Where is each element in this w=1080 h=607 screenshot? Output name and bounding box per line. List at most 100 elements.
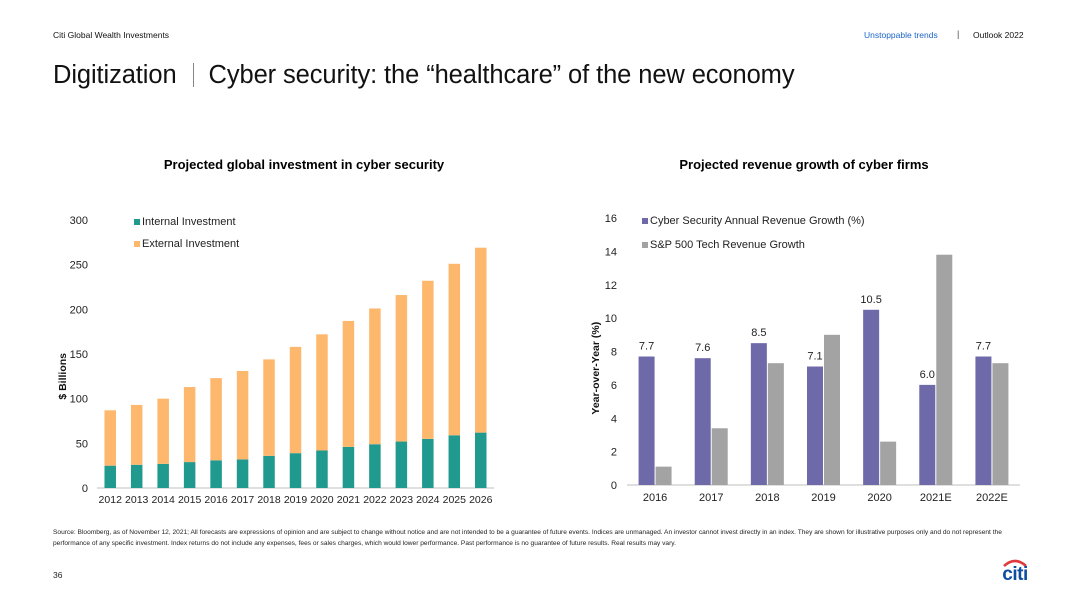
- chart1-bar-internal: [448, 435, 461, 488]
- chart2-y-tick-label: 10: [605, 313, 617, 325]
- chart1-bar-internal: [316, 450, 328, 488]
- title-main: Cyber security: the “healthcare” of the …: [208, 61, 795, 89]
- chart1-legend-label: Internal Investment: [142, 216, 236, 228]
- chart1-x-tick-label: 2022: [363, 494, 387, 506]
- chart2-bar-sp500: [655, 466, 672, 485]
- report-name: Outlook 2022: [973, 30, 1024, 40]
- chart1-x-tick-label: 2026: [469, 494, 493, 506]
- chart2-bar-sp500: [767, 363, 784, 485]
- chart2-legend-swatch: [642, 242, 648, 248]
- chart2-x-tick-label: 2017: [699, 492, 723, 504]
- citi-logo: citi: [1002, 559, 1028, 585]
- chart1-legend-swatch: [134, 219, 140, 225]
- chart1-x-tick-label: 2017: [231, 494, 255, 506]
- chart1-bar-external: [210, 378, 222, 461]
- chart1-x-tick-label: 2013: [125, 494, 149, 506]
- chart1-bar-external: [183, 387, 196, 463]
- chart1-bar-internal: [475, 432, 487, 488]
- chart2-bar-cyber: [694, 358, 711, 485]
- chart1-bar-internal: [104, 465, 116, 488]
- chart2-bar-cyber: [863, 309, 880, 485]
- chart1-bar-internal: [395, 441, 408, 488]
- chart1-title: Projected global investment in cyber sec…: [163, 157, 445, 172]
- chart1-bar-external: [130, 404, 143, 465]
- chart1-bar-internal: [263, 455, 275, 488]
- chart2-bar-sp500: [936, 254, 953, 485]
- chart1-x-tick-label: 2020: [310, 494, 334, 506]
- source-footnote: Source: Bloomberg, as of November 12, 20…: [53, 529, 1002, 547]
- chart2-data-label: 8.5: [751, 327, 766, 339]
- chart1-bar-external: [369, 308, 381, 445]
- chart2-legend-label: Cyber Security Annual Revenue Growth (%): [650, 215, 865, 227]
- chart1-y-tick-label: 100: [70, 394, 88, 406]
- page-number: 36: [53, 570, 63, 580]
- title-divider: [192, 63, 194, 87]
- chart1-bar-external: [236, 370, 249, 460]
- chart1-bar-external: [316, 334, 328, 451]
- chart1-bar-external: [289, 346, 302, 454]
- chart1-x-tick-label: 2019: [284, 494, 308, 506]
- chart2-y-axis-title: Year-over-Year (%): [590, 322, 602, 415]
- chart1-x-tick-label: 2016: [204, 494, 228, 506]
- chart2-x-tick-label: 2020: [867, 492, 891, 504]
- chart1-x-tick-label: 2012: [99, 494, 123, 506]
- chart2-bar-cyber: [638, 356, 655, 485]
- chart1-x-tick-label: 2015: [178, 494, 202, 506]
- chart2-x-tick-label: 2022E: [976, 492, 1008, 504]
- chart1-x-tick-label: 2014: [151, 494, 175, 506]
- header-separator: |: [957, 29, 960, 39]
- chart1-bar-internal: [157, 463, 169, 488]
- chart1-y-tick-label: 0: [82, 483, 88, 495]
- chart2-data-label: 7.7: [976, 341, 991, 353]
- page-title: Digitization Cyber security: the “healthc…: [53, 61, 795, 90]
- chart1-x-tick-label: 2023: [390, 494, 414, 506]
- chart2-y-tick-label: 16: [605, 213, 617, 225]
- citi-logo-text: citi: [1002, 564, 1027, 585]
- citi-logo-arc: [1003, 559, 1027, 567]
- chart1-bar-external: [395, 295, 408, 442]
- chart2-x-tick-label: 2021E: [920, 492, 952, 504]
- chart1-bar-external: [448, 263, 461, 436]
- chart1-bar-external: [263, 359, 275, 456]
- chart1-bar-external: [104, 410, 116, 466]
- chart1-bar-internal: [369, 444, 381, 488]
- chart2-y-tick-label: 4: [611, 413, 617, 425]
- chart1-bar-internal: [210, 460, 222, 488]
- chart2-bar-sp500: [992, 363, 1009, 485]
- chart1-bar-internal: [183, 462, 196, 488]
- chart2-bar-sp500: [880, 441, 897, 485]
- chart1-bar-external: [422, 280, 434, 439]
- chart2-y-tick-label: 8: [611, 347, 617, 359]
- chart1-bar-internal: [342, 446, 355, 488]
- chart1-y-tick-label: 250: [70, 260, 88, 272]
- chart1-x-tick-label: 2021: [337, 494, 361, 506]
- chart2-data-label: 7.7: [639, 341, 654, 353]
- chart2-y-tick-label: 0: [611, 480, 617, 492]
- brand-name: Citi Global Wealth Investments: [53, 30, 170, 40]
- chart2-bar-cyber: [807, 366, 823, 485]
- chart1-bar-internal: [130, 464, 143, 488]
- chart1-y-axis-title: $ Billions: [57, 353, 69, 400]
- chart1-bar-internal: [289, 453, 302, 488]
- chart2-x-tick-label: 2016: [643, 492, 667, 504]
- section-link[interactable]: Unstoppable trends: [864, 30, 938, 40]
- chart1-x-tick-label: 2024: [416, 494, 440, 506]
- chart2-legend-swatch: [642, 218, 648, 224]
- title-section: Digitization: [53, 61, 177, 89]
- chart2-bar-cyber: [750, 343, 767, 485]
- chart1-y-tick-label: 150: [70, 349, 88, 361]
- chart1-legend-label: External Investment: [142, 238, 239, 250]
- chart1-x-tick-label: 2025: [443, 494, 467, 506]
- chart2-y-tick-label: 2: [611, 447, 617, 459]
- chart1-bar-external: [342, 320, 355, 447]
- chart1-y-tick-label: 300: [70, 215, 88, 227]
- chart2-x-tick-label: 2019: [811, 492, 835, 504]
- chart1-bar-internal: [236, 459, 249, 488]
- chart1-y-tick-label: 50: [76, 438, 88, 450]
- chart2-y-tick-label: 14: [605, 246, 617, 258]
- chart1-bar-internal: [422, 438, 434, 488]
- chart2-bar-cyber: [975, 356, 992, 485]
- chart1-y-tick-label: 200: [70, 304, 88, 316]
